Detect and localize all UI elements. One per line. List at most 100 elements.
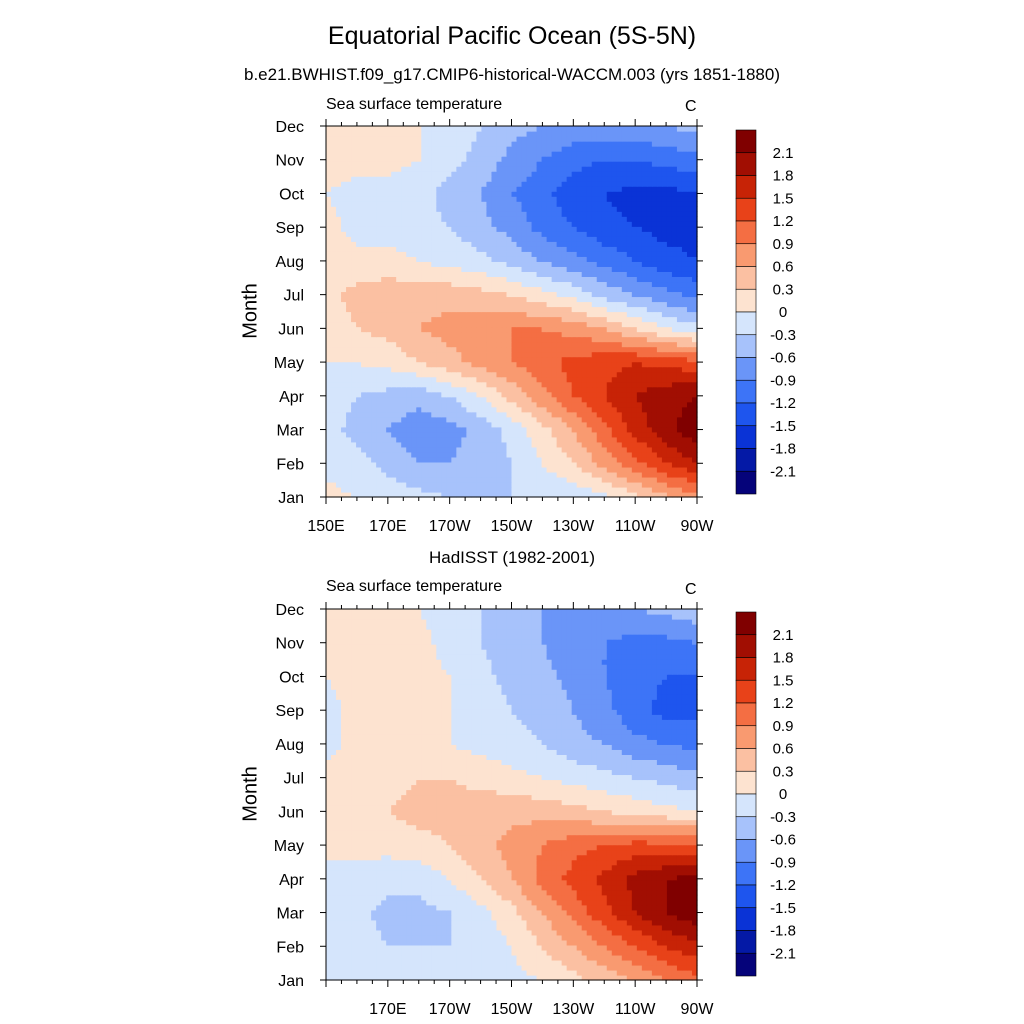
field-cell (506, 326, 513, 333)
field-cell (461, 351, 467, 358)
field-cell (611, 216, 618, 222)
field-cell (346, 386, 352, 393)
field-cell (451, 201, 457, 207)
field-cell (326, 381, 332, 388)
field-cell (616, 301, 623, 308)
field-cell (416, 156, 422, 162)
field-cell (531, 431, 538, 438)
field-cell (686, 366, 693, 373)
field-cell (341, 256, 347, 262)
field-cell (566, 421, 573, 428)
field-cell (606, 266, 613, 272)
field-cell (546, 241, 553, 247)
field-cell (466, 306, 472, 313)
field-cell (586, 421, 593, 428)
field-cell (616, 196, 623, 202)
field-cell (381, 311, 387, 318)
field-cell (691, 211, 698, 217)
field-cell (641, 436, 648, 443)
field-cell (341, 361, 347, 368)
field-cell (416, 321, 422, 328)
field-cell (451, 351, 457, 358)
field-cell (401, 401, 407, 408)
field-cell (596, 166, 603, 172)
field-cell (531, 206, 538, 212)
field-cell (436, 241, 442, 247)
field-cell (376, 351, 382, 358)
field-cell (426, 411, 432, 418)
field-cell (401, 166, 407, 172)
field-cell (421, 211, 427, 217)
field-cell (691, 431, 698, 438)
field-cell (471, 341, 477, 348)
field-cell (556, 206, 563, 212)
field-cell (671, 486, 678, 493)
field-cell (406, 226, 412, 232)
field-cell (336, 476, 342, 483)
field-cell (326, 491, 332, 498)
field-cell (641, 491, 648, 498)
field-cell (331, 461, 337, 468)
field-cell (521, 221, 528, 227)
field-cell (596, 486, 603, 493)
field-cell (621, 181, 628, 187)
field-cell (451, 171, 457, 177)
field-cell (671, 436, 678, 443)
field-cell (516, 456, 523, 463)
field-cell (571, 231, 578, 237)
field-cell (511, 346, 518, 353)
field-cell (651, 331, 658, 338)
field-cell (386, 206, 392, 212)
field-cell (691, 476, 698, 483)
field-cell (591, 366, 598, 373)
field-cell (616, 461, 623, 468)
field-cell (606, 321, 613, 328)
field-cell (446, 341, 452, 348)
field-cell (446, 441, 452, 448)
field-cell (551, 321, 558, 328)
field-cell (341, 416, 347, 423)
field-cell (491, 471, 498, 478)
field-cell (656, 416, 663, 423)
field-cell (486, 446, 493, 453)
field-cell (561, 321, 568, 328)
field-cell (471, 451, 477, 458)
field-cell (601, 366, 608, 373)
field-cell (486, 461, 493, 468)
field-cell (516, 311, 523, 318)
field-cell (636, 171, 643, 177)
field-cell (516, 176, 523, 182)
field-cell (416, 361, 422, 368)
field-cell (391, 351, 397, 358)
field-cell (421, 336, 427, 343)
field-cell (486, 386, 493, 393)
field-cell (441, 386, 447, 393)
field-cell (551, 481, 558, 488)
field-cell (616, 336, 623, 343)
field-cell (586, 431, 593, 438)
field-cell (381, 416, 387, 423)
field-cell (596, 206, 603, 212)
field-cell (601, 321, 608, 328)
field-cell (526, 321, 533, 328)
field-cell (391, 286, 397, 293)
field-cell (471, 466, 477, 473)
field-cell (396, 476, 402, 483)
field-cell (566, 436, 573, 443)
field-cell (606, 336, 613, 343)
field-cell (346, 466, 352, 473)
field-cell (416, 221, 422, 227)
field-cell (421, 476, 427, 483)
field-cell (506, 171, 513, 177)
field-cell (446, 211, 452, 217)
field-cell (436, 171, 442, 177)
field-cell (681, 286, 688, 293)
field-cell (486, 176, 493, 182)
field-cell (566, 176, 573, 182)
field-cell (576, 481, 583, 488)
field-cell (491, 341, 498, 348)
field-cell (326, 361, 332, 368)
field-cell (521, 401, 528, 408)
field-cell (576, 351, 583, 358)
field-cell (626, 406, 633, 413)
